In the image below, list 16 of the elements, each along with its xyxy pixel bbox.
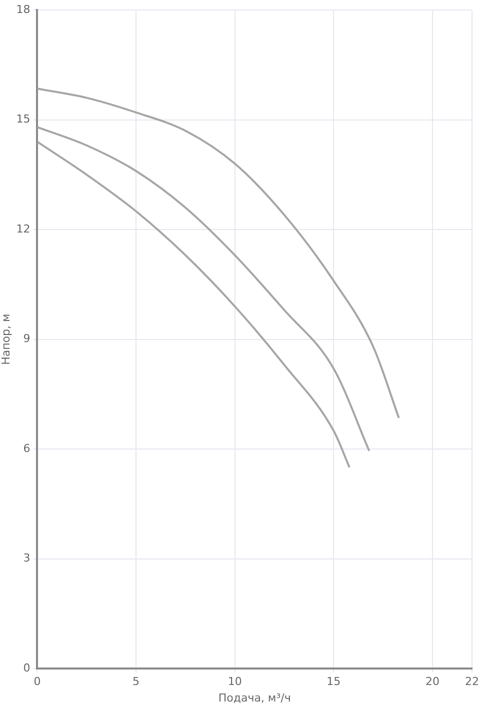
x-tick-label: 22: [465, 675, 479, 688]
x-tick-label: 10: [228, 675, 242, 688]
x-tick-label: 20: [425, 675, 440, 688]
x-tick-label: 5: [132, 675, 140, 688]
line-series: [37, 88, 400, 419]
y-tick-label: 9: [23, 332, 30, 346]
y-tick-label: 0: [23, 661, 30, 674]
x-tick-label: 15: [326, 675, 341, 688]
y-tick-label: 12: [16, 222, 30, 236]
x-tick-label: 0: [34, 675, 41, 688]
y-tick-label: 15: [16, 112, 30, 126]
y-axis-title: Напор, м: [0, 314, 12, 365]
y-tick-label: 6: [23, 442, 30, 455]
x-axis-title: Подача, м³/ч: [218, 691, 291, 704]
y-tick-label: 3: [23, 552, 30, 565]
y-tick-label: 18: [16, 2, 30, 16]
